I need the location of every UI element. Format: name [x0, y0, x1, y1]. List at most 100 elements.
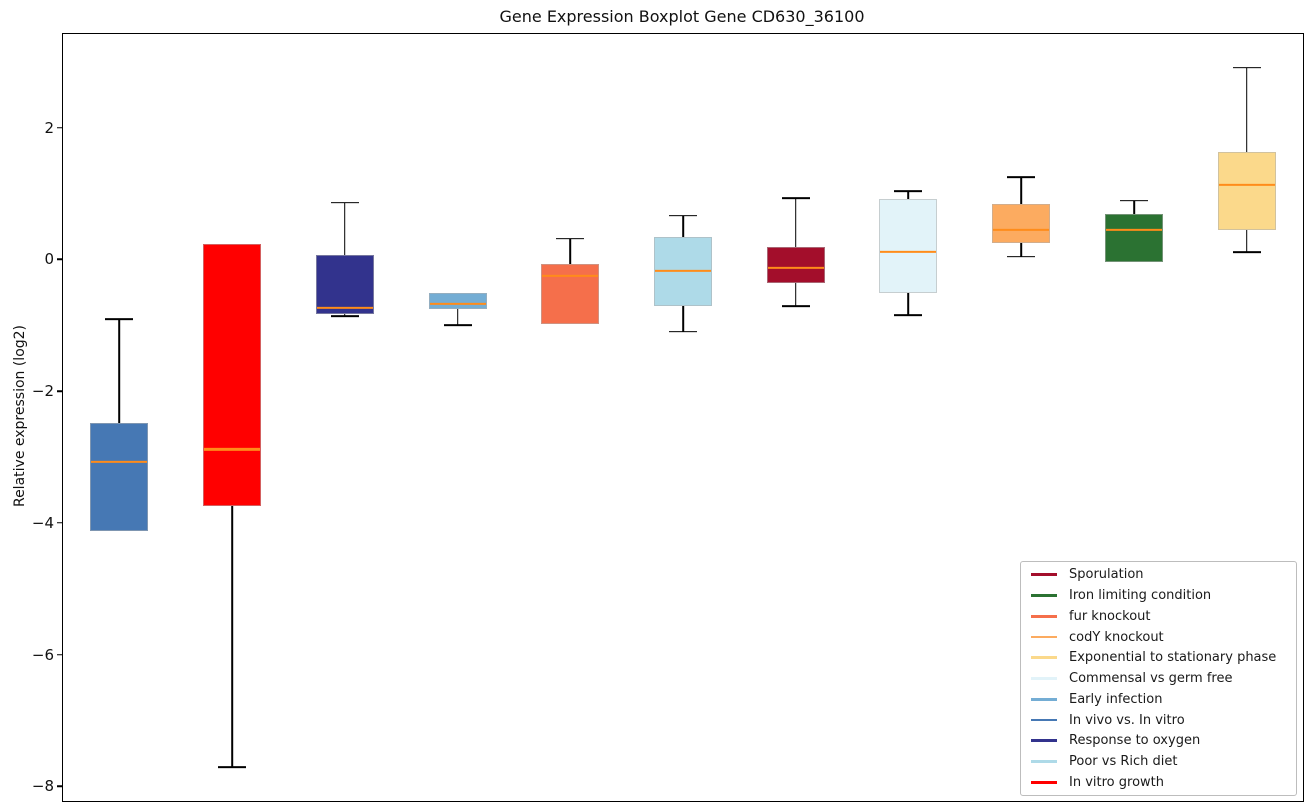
whisker-cap — [669, 330, 697, 333]
whisker-stem — [569, 238, 572, 264]
legend-label: In vivo vs. In vitro — [1069, 712, 1185, 728]
box-rect — [315, 254, 374, 314]
median-line — [316, 306, 373, 310]
legend-item: Poor vs Rich diet — [1021, 752, 1296, 772]
legend-item: In vivo vs. In vitro — [1021, 710, 1296, 730]
y-tick-mark — [57, 258, 62, 261]
legend-label: Poor vs Rich diet — [1069, 754, 1178, 769]
box-rect — [879, 199, 938, 294]
whisker-cap — [1007, 255, 1036, 258]
legend-swatch — [1031, 697, 1057, 701]
whisker-stem — [794, 197, 797, 248]
legend-item: Response to oxygen — [1021, 731, 1296, 751]
whisker-cap — [443, 324, 472, 326]
whisker-stem — [1020, 243, 1022, 257]
whisker-stem — [1020, 176, 1022, 204]
median-line — [429, 302, 486, 306]
whisker-stem — [344, 202, 346, 255]
whisker-cap — [781, 197, 810, 199]
median-line — [542, 274, 599, 277]
whisker-stem — [1245, 230, 1248, 252]
median-line — [880, 250, 937, 254]
whisker-cap — [1232, 251, 1261, 253]
legend-label: codY knockout — [1069, 629, 1164, 645]
y-tick-label: −8 — [31, 777, 54, 796]
whisker-stem — [231, 506, 233, 768]
median-line — [91, 460, 148, 464]
box-rect — [1104, 213, 1163, 262]
legend-label: Commensal vs germ free — [1069, 671, 1233, 686]
legend-swatch — [1031, 780, 1057, 784]
legend-label: fur knockout — [1069, 608, 1151, 624]
whisker-cap — [105, 318, 134, 320]
legend: Sporulation Iron limiting condition fur kn… — [1020, 561, 1297, 796]
legend-swatch — [1031, 760, 1057, 763]
box-rect — [766, 247, 825, 283]
legend-item: Exponential to stationary phase — [1021, 648, 1296, 668]
whisker-cap — [1007, 176, 1036, 178]
box-rect — [541, 263, 600, 324]
whisker-stem — [907, 293, 910, 316]
y-tick-label: 0 — [44, 250, 54, 269]
y-tick-label: −2 — [31, 382, 54, 401]
legend-swatch — [1031, 656, 1057, 660]
whisker-cap — [1232, 66, 1261, 69]
legend-item: In vitro growth — [1021, 772, 1296, 792]
legend-swatch — [1031, 635, 1057, 639]
whisker-cap — [556, 237, 585, 240]
legend-label: Sporulation — [1069, 567, 1144, 583]
legend-item: Sporulation — [1021, 565, 1296, 585]
median-line — [1218, 183, 1275, 186]
whisker-cap — [330, 315, 359, 318]
legend-swatch — [1031, 573, 1057, 577]
whisker-cap — [1119, 199, 1148, 202]
legend-swatch — [1031, 718, 1057, 722]
box-rect — [203, 244, 262, 507]
legend-label: Response to oxygen — [1069, 733, 1201, 749]
whisker-cap — [330, 201, 359, 204]
legend-swatch — [1031, 739, 1057, 743]
median-line — [993, 228, 1050, 231]
box-rect — [1217, 151, 1276, 231]
y-tick-label: −6 — [31, 645, 54, 664]
legend-swatch — [1031, 594, 1057, 597]
legend-item: Early infection — [1021, 689, 1296, 709]
y-tick-mark — [57, 127, 62, 129]
legend-item: fur knockout — [1021, 606, 1296, 626]
plot-area — [62, 33, 1304, 802]
y-tick-mark — [57, 390, 62, 392]
legend-label: Iron limiting condition — [1069, 588, 1212, 603]
whisker-cap — [669, 214, 697, 217]
y-tick-mark — [57, 785, 62, 787]
whisker-cap — [894, 190, 923, 193]
legend-label: In vitro growth — [1069, 774, 1164, 790]
whisker-stem — [682, 215, 684, 238]
median-line — [655, 269, 711, 273]
box-rect — [90, 423, 149, 532]
median-line — [767, 266, 824, 269]
whisker-stem — [794, 282, 797, 306]
whisker-cap — [218, 766, 247, 769]
box-rect — [428, 292, 487, 309]
box-rect — [992, 203, 1051, 244]
legend-item: Commensal vs germ free — [1021, 669, 1296, 689]
whisker-stem — [682, 305, 684, 332]
whisker-stem — [1245, 67, 1248, 152]
whisker-cap — [781, 305, 810, 307]
whisker-stem — [456, 308, 459, 325]
whisker-stem — [1133, 200, 1135, 214]
y-axis-label: Relative expression (log2) — [12, 324, 28, 508]
chart-title: Gene Expression Boxplot Gene CD630_36100 — [499, 7, 865, 26]
y-tick-label: −4 — [31, 513, 54, 532]
whisker-cap — [894, 314, 923, 316]
legend-label: Early infection — [1069, 691, 1163, 707]
whisker-stem — [344, 313, 346, 317]
legend-swatch — [1031, 614, 1057, 618]
whisker-stem — [907, 191, 910, 200]
median-line — [1105, 228, 1162, 231]
legend-item: codY knockout — [1021, 627, 1296, 647]
legend-item: Iron limiting condition — [1021, 586, 1296, 606]
y-tick-mark — [57, 522, 62, 524]
legend-label: Exponential to stationary phase — [1069, 650, 1277, 666]
